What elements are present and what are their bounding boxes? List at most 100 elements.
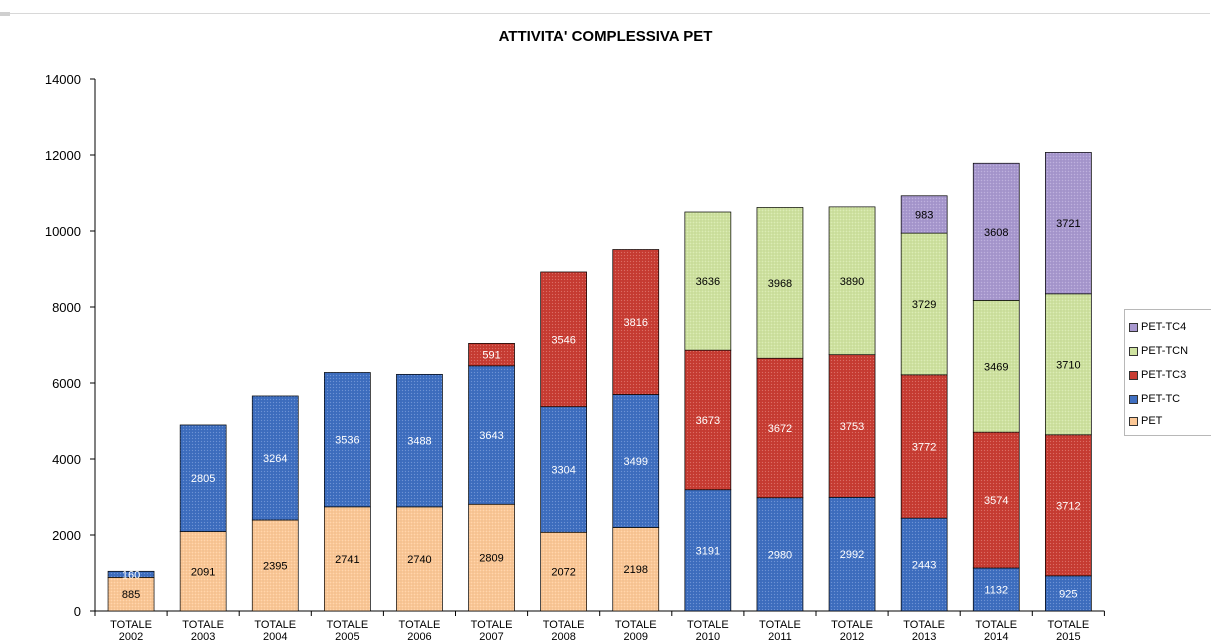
legend-item: PET-TC4 [1129, 320, 1186, 334]
bar-segment [756, 207, 804, 359]
y-tick-label: 8000 [52, 300, 81, 315]
data-label: 3712 [1056, 500, 1080, 512]
bar-segment [540, 406, 588, 533]
legend-item: PET [1129, 414, 1162, 428]
x-tick-label: TOTALE [543, 619, 585, 631]
bar-segment [468, 343, 515, 367]
x-tick-label: 2007 [479, 631, 503, 643]
bar-segment [972, 567, 1020, 612]
bar-segment [324, 372, 371, 508]
legend-label: PET-TC [1141, 393, 1181, 406]
x-tick-label: 2013 [912, 631, 936, 643]
data-label: 2805 [191, 473, 215, 485]
bar-segment [468, 503, 515, 612]
bar-segment [684, 349, 732, 491]
legend-swatch [1129, 346, 1138, 356]
data-label: 3710 [1056, 359, 1080, 371]
x-tick-label: 2002 [119, 631, 143, 643]
data-label: 2980 [768, 549, 792, 561]
bar-segment [972, 431, 1020, 569]
bar-segment [179, 424, 227, 532]
legend-swatch [1129, 370, 1138, 380]
y-tick-label: 4000 [52, 452, 81, 467]
bar-segment [828, 354, 876, 498]
legend-item: PET-TC [1129, 392, 1180, 406]
legend-item: PET-TC3 [1129, 368, 1186, 382]
data-label: 2395 [263, 560, 287, 572]
x-tick-label: 2010 [696, 631, 720, 643]
data-label: 3816 [624, 317, 648, 329]
data-label: 160 [122, 569, 140, 581]
legend-swatch [1129, 416, 1138, 426]
data-label: 2072 [551, 567, 575, 579]
legend-swatch [1129, 322, 1138, 332]
legend-label: PET-TCN [1141, 345, 1189, 358]
x-tick-label: TOTALE [975, 619, 1017, 631]
x-tick-label: TOTALE [254, 619, 296, 631]
x-tick-label: TOTALE [326, 619, 368, 631]
legend-label: PET [1141, 415, 1163, 428]
x-tick-label: TOTALE [687, 619, 729, 631]
data-label: 2741 [335, 554, 359, 566]
data-label: 3672 [768, 423, 792, 435]
y-tick-label: 14000 [45, 72, 81, 87]
bar-segment [756, 357, 804, 499]
data-label: 3753 [840, 421, 864, 433]
x-tick-label: TOTALE [399, 619, 441, 631]
data-label: 3264 [263, 453, 287, 465]
y-tick-label: 2000 [52, 528, 81, 543]
data-label: 3499 [624, 456, 648, 468]
bar-segment [900, 232, 948, 376]
data-label: 1132 [984, 584, 1008, 596]
x-tick-label: 2014 [984, 631, 1008, 643]
x-tick-label: TOTALE [903, 619, 945, 631]
data-label: 591 [482, 350, 500, 362]
corner-mark [0, 12, 10, 16]
data-label: 3636 [696, 276, 720, 288]
data-label: 3968 [768, 278, 792, 290]
data-label: 3546 [551, 334, 575, 346]
bar-segment [251, 395, 299, 521]
x-tick-label: 2006 [407, 631, 431, 643]
bar-segment [756, 497, 804, 612]
data-label: 3574 [984, 495, 1008, 507]
chart-title: ATTIVITA' COMPLESSIVA PET [498, 28, 713, 45]
bar-segment [107, 577, 155, 612]
data-label: 3890 [840, 276, 864, 288]
data-label: 925 [1059, 588, 1077, 600]
data-label: 983 [915, 209, 933, 221]
data-label: 3191 [696, 545, 720, 557]
bar-segment [107, 570, 155, 578]
bar-segment [828, 496, 876, 612]
x-tick-label: 2008 [551, 631, 575, 643]
data-label: 2443 [912, 560, 936, 572]
legend-label: PET-TC3 [1141, 369, 1187, 382]
data-label: 3304 [551, 464, 575, 476]
x-tick-label: 2012 [840, 631, 864, 643]
data-label: 3729 [912, 299, 936, 311]
bar-segment [900, 195, 948, 234]
y-tick-label: 0 [74, 604, 81, 619]
x-tick-label: 2009 [624, 631, 648, 643]
bar-segment [972, 162, 1020, 301]
x-tick-label: TOTALE [182, 619, 224, 631]
bar-segment [179, 531, 227, 612]
data-label: 3643 [479, 430, 503, 442]
bar-segment [396, 506, 443, 612]
x-tick-label: 2015 [1056, 631, 1080, 643]
top-rule [10, 13, 1210, 14]
bar-segment [1044, 293, 1092, 436]
bar-segment [612, 249, 660, 395]
bar-segment [612, 527, 660, 612]
bar-segment [1044, 152, 1092, 295]
x-tick-label: TOTALE [831, 619, 873, 631]
bar-segment [684, 211, 732, 351]
bar-segment [612, 394, 660, 528]
y-tick-label: 12000 [45, 148, 81, 163]
data-label: 3772 [912, 441, 936, 453]
bar-segment [396, 373, 443, 508]
bar-segment [900, 374, 948, 519]
x-tick-label: TOTALE [615, 619, 657, 631]
x-tick-label: 2003 [191, 631, 215, 643]
